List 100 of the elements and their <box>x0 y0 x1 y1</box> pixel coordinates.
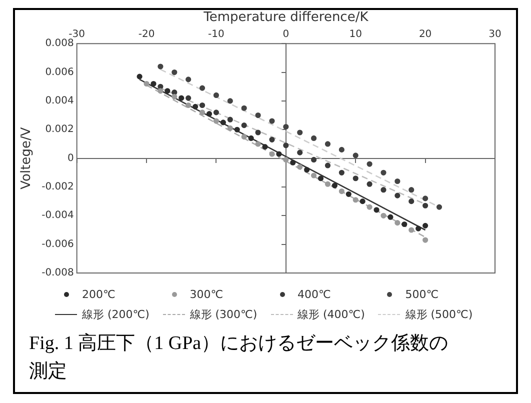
point <box>352 197 358 203</box>
point <box>220 120 226 126</box>
point <box>324 141 331 147</box>
point <box>186 102 192 108</box>
point <box>255 141 261 147</box>
point <box>332 182 338 188</box>
point <box>352 176 358 182</box>
point <box>352 152 358 158</box>
y-tick-label: -0.002 <box>42 182 74 193</box>
point <box>172 94 178 100</box>
point <box>227 98 233 104</box>
y-tick-label: -0.004 <box>42 210 74 222</box>
point <box>241 105 247 111</box>
point <box>394 192 400 198</box>
point <box>402 221 408 228</box>
point <box>318 176 324 182</box>
point <box>324 181 331 187</box>
legend-label: 400℃ <box>298 288 331 301</box>
x-tick-label: 0 <box>282 29 290 40</box>
legend-label: 線形 (300℃) <box>190 307 258 322</box>
x-tick-label: 30 <box>488 29 502 40</box>
point <box>297 130 303 136</box>
legend-label: 200℃ <box>82 288 116 301</box>
point <box>262 144 268 150</box>
point <box>144 80 150 87</box>
point <box>186 76 192 82</box>
point <box>164 88 170 94</box>
point <box>408 227 414 233</box>
point <box>199 85 206 91</box>
point <box>192 104 198 110</box>
x-tick-label: 20 <box>418 29 432 40</box>
point <box>206 111 212 117</box>
point <box>366 161 372 167</box>
point <box>241 134 247 140</box>
y-tick-label: 0 <box>67 152 74 164</box>
point <box>297 164 303 170</box>
legend-label: 300℃ <box>190 288 224 301</box>
y-tick-label: -0.006 <box>42 238 74 250</box>
point <box>158 64 164 70</box>
point <box>366 181 372 187</box>
y-tick-label: -0.008 <box>42 268 74 279</box>
point <box>416 226 422 232</box>
point <box>422 196 428 202</box>
point <box>241 122 247 128</box>
point <box>248 135 254 142</box>
y-axis-title: Voltege/V <box>19 127 34 190</box>
point <box>394 220 400 226</box>
point <box>360 198 366 204</box>
point <box>324 162 331 168</box>
point <box>374 207 380 213</box>
point <box>422 237 428 243</box>
y-tick-label: 0.006 <box>45 66 74 78</box>
y-tick-label: 0.008 <box>45 38 74 50</box>
point <box>186 95 192 101</box>
point <box>213 110 220 116</box>
point <box>310 172 317 178</box>
point <box>136 74 142 80</box>
point <box>178 95 184 101</box>
legend-label: 線形 (200℃) <box>82 307 150 322</box>
point <box>269 118 275 124</box>
point <box>227 116 233 122</box>
legend-label: 500℃ <box>405 288 439 301</box>
point <box>422 202 428 208</box>
point <box>234 126 240 132</box>
point <box>283 156 289 163</box>
point <box>310 135 317 142</box>
point <box>158 88 164 94</box>
point <box>276 151 282 157</box>
point <box>150 80 156 87</box>
y-tick-label: 0.004 <box>45 96 74 107</box>
point <box>269 151 275 157</box>
y-tick-label: 0.002 <box>45 124 74 136</box>
point <box>338 146 344 152</box>
point <box>346 191 352 197</box>
point <box>408 187 414 193</box>
point <box>338 170 344 176</box>
point <box>172 69 178 76</box>
point <box>380 170 386 176</box>
point <box>199 102 206 108</box>
point <box>338 188 344 194</box>
x-tick-label: 10 <box>349 29 362 40</box>
point <box>297 150 303 156</box>
point <box>255 112 261 118</box>
x-axis-title: Temperature difference/K <box>202 10 369 26</box>
point <box>269 136 275 142</box>
point <box>422 222 428 228</box>
point <box>213 92 220 98</box>
point <box>199 110 206 116</box>
point <box>227 125 233 131</box>
legend-label: 線形 (500℃) <box>405 307 473 322</box>
point <box>388 214 394 220</box>
point <box>408 198 414 204</box>
caption: Fig. 1 高圧下（1 GPa）におけるゼーベック係数の測定 <box>28 332 450 384</box>
legend-label: 線形 (400℃) <box>298 307 365 322</box>
point <box>290 160 296 166</box>
point <box>255 130 261 136</box>
point <box>283 142 289 148</box>
point <box>310 156 317 163</box>
x-tick-label: -20 <box>138 29 155 40</box>
point <box>304 166 310 173</box>
